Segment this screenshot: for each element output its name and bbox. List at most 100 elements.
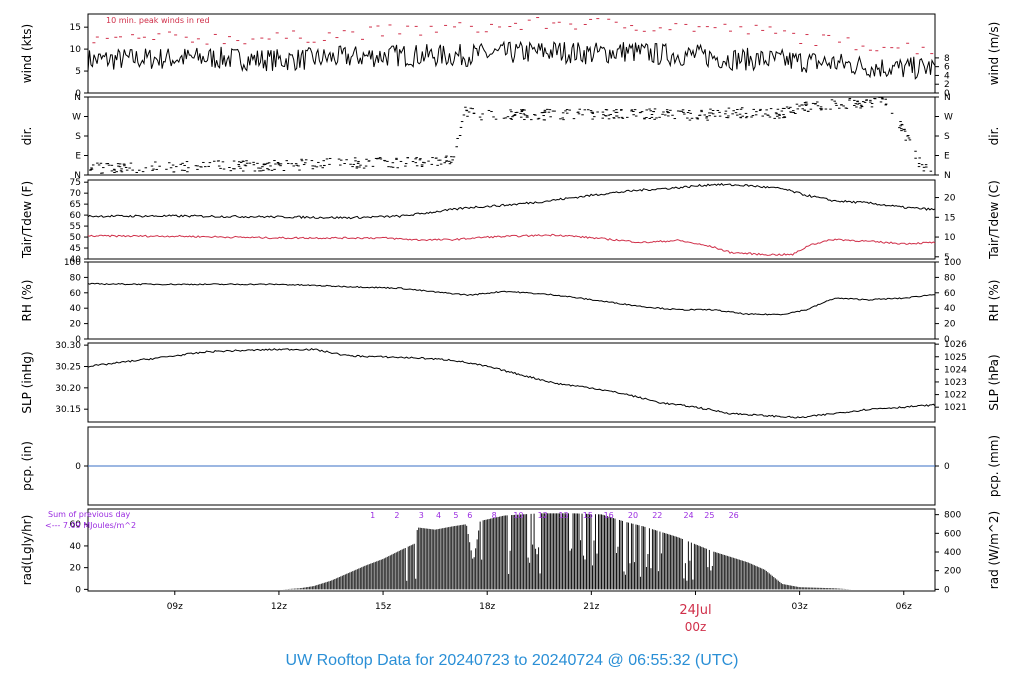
rad-annotation-line1: Sum of previous day bbox=[48, 510, 130, 519]
rad-right-tick-label: 0 bbox=[944, 585, 950, 595]
temp-ylabel-left: Tair/Tdew (F) bbox=[20, 181, 34, 259]
dir-right-tick-label: W bbox=[944, 113, 953, 123]
rad-hour-label: 8 bbox=[492, 511, 497, 520]
rad-hour-label: 13 bbox=[558, 511, 568, 520]
dir-ylabel-left: dir. bbox=[20, 127, 34, 146]
temp-left-tick-label: 70 bbox=[70, 189, 82, 199]
slp-series-SLP bbox=[87, 347, 936, 419]
rh-left-tick-label: 100 bbox=[64, 258, 81, 268]
wind-right-tick-label: 4 bbox=[944, 71, 950, 81]
rad-hour-label: 3 bbox=[419, 511, 424, 520]
rad-hour-label: 4 bbox=[436, 511, 441, 520]
rad-ylabel-left: rad(Lgly/hr) bbox=[20, 515, 34, 586]
rad-hour-label: 2 bbox=[394, 511, 399, 520]
time-tick-label: 03z bbox=[792, 602, 808, 612]
dir-series-direction bbox=[89, 96, 933, 174]
temp-ylabel-right: Tair/Tdew (C) bbox=[987, 180, 1001, 260]
wind-ylabel-left: wind (kts) bbox=[20, 24, 34, 83]
panel-pcp: 0 0 pcp. (in) pcp. (mm) bbox=[20, 426, 1001, 506]
temp-left-tick-label: 75 bbox=[70, 178, 81, 188]
rad-right-tick-label: 800 bbox=[944, 511, 961, 521]
dir-left-tick-label: W bbox=[72, 113, 81, 123]
panel-slp: 30.15 30.20 30.25 30.30 1021 1022 1023 1024 1025… bbox=[20, 340, 1001, 423]
dir-left-tick-label: S bbox=[75, 132, 81, 142]
slp-right-tick-label: 1025 bbox=[944, 353, 967, 363]
temp-left-tick-label: 50 bbox=[70, 233, 82, 243]
slp-ylabel-right: SLP (hPa) bbox=[987, 354, 1001, 410]
rad-hour-label: 16 bbox=[604, 511, 614, 520]
rad-left-tick-label: 40 bbox=[70, 542, 82, 552]
slp-left-tick-label: 30.20 bbox=[55, 384, 81, 394]
day-marker-date: 24Jul bbox=[679, 603, 711, 618]
rad-hour-label: 1 bbox=[370, 511, 375, 520]
rad-right-tick-label: 400 bbox=[944, 548, 961, 558]
wind-left-tick-label: 5 bbox=[75, 67, 81, 77]
slp-left-tick-label: 30.30 bbox=[55, 341, 81, 351]
temp-frame bbox=[87, 179, 936, 260]
rh-frame bbox=[87, 261, 936, 340]
time-tick-label: 06z bbox=[896, 602, 912, 612]
rad-right-tick-label: 600 bbox=[944, 529, 961, 539]
wind-ylabel-right: wind (m/s) bbox=[987, 22, 1001, 86]
rad-hour-label: 26 bbox=[729, 511, 739, 520]
temp-left-tick-label: 55 bbox=[70, 222, 81, 232]
temp-right-tick-label: 10 bbox=[944, 233, 956, 243]
rh-left-tick-label: 0 bbox=[75, 335, 81, 345]
slp-right-tick-label: 1024 bbox=[944, 365, 967, 375]
wind-annotation: 10 min. peak winds in red bbox=[106, 16, 210, 25]
rad-hour-label: 22 bbox=[652, 511, 662, 520]
temp-left-tick-label: 40 bbox=[70, 255, 82, 265]
temp-left-tick-label: 60 bbox=[70, 211, 82, 221]
wind-right-tick-label: 2 bbox=[944, 80, 950, 90]
rh-left-tick-label: 20 bbox=[70, 320, 82, 330]
temp-series-Tdew bbox=[87, 233, 936, 256]
rad-hour-label: 6 bbox=[467, 511, 472, 520]
slp-right-tick-label: 1023 bbox=[944, 378, 967, 388]
rh-right-tick-label: 40 bbox=[944, 304, 956, 314]
temp-left-tick-label: 45 bbox=[70, 244, 81, 254]
slp-right-tick-label: 1026 bbox=[944, 340, 967, 350]
slp-right-tick-label: 1021 bbox=[944, 403, 967, 413]
panel-rh: 0 20 40 60 80 100 0 20 40 60 80 100 RH (%) RH (%) bbox=[20, 258, 1001, 345]
rh-series-RH bbox=[87, 282, 935, 316]
rad-series-radiation bbox=[283, 513, 851, 590]
rad-annotation-line2: <--- 7.09 MJoules/m^2 bbox=[45, 521, 136, 530]
time-tick-label: 21z bbox=[583, 602, 599, 612]
slp-ylabel-left: SLP (inHg) bbox=[20, 351, 34, 413]
wind-left-tick-label: 15 bbox=[70, 23, 81, 33]
rad-hour-label: 24 bbox=[683, 511, 693, 520]
rad-hour-label: 12 bbox=[538, 511, 548, 520]
temp-left-tick-label: 65 bbox=[70, 200, 81, 210]
rh-right-tick-label: 20 bbox=[944, 320, 956, 330]
rad-hour-label: 10 bbox=[513, 511, 523, 520]
wind-left-tick-label: 0 bbox=[75, 89, 81, 99]
temp-right-tick-label: 15 bbox=[944, 213, 955, 223]
rad-right-tick-label: 200 bbox=[944, 567, 961, 577]
rad-hour-label: 15 bbox=[583, 511, 593, 520]
pcp-ylabel-left: pcp. (in) bbox=[20, 441, 34, 491]
rad-hour-label: 25 bbox=[704, 511, 714, 520]
rad-left-tick-label: 0 bbox=[75, 585, 81, 595]
time-tick-label: 18z bbox=[479, 602, 495, 612]
rh-left-tick-label: 40 bbox=[70, 304, 82, 314]
slp-frame bbox=[87, 342, 936, 423]
rh-right-tick-label: 60 bbox=[944, 289, 956, 299]
time-tick-label: 12z bbox=[271, 602, 287, 612]
dir-right-tick-label: N bbox=[944, 171, 951, 181]
dir-frame bbox=[87, 96, 936, 176]
temp-right-tick-label: 20 bbox=[944, 194, 956, 204]
temp-right-tick-label: 5 bbox=[944, 253, 950, 263]
rad-left-tick-label: 60 bbox=[70, 520, 82, 530]
wind-right-tick-label: 6 bbox=[944, 63, 950, 73]
rh-right-tick-label: 0 bbox=[944, 335, 950, 345]
rad-hour-label: 5 bbox=[453, 511, 458, 520]
pcp-left-tick-label: 0 bbox=[75, 462, 81, 472]
slp-left-tick-label: 30.15 bbox=[55, 405, 81, 415]
wind-series-wind-speed bbox=[87, 40, 936, 80]
dir-left-tick-label: N bbox=[74, 93, 81, 103]
dir-right-tick-label: E bbox=[944, 152, 950, 162]
